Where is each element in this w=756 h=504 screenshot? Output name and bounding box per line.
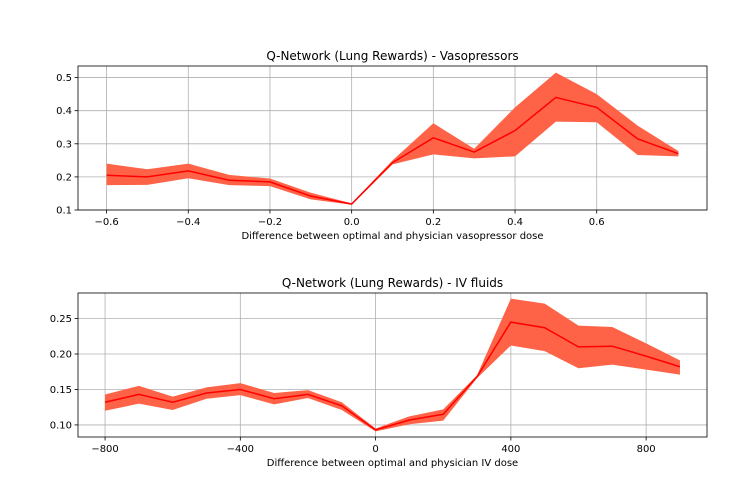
vasopressors-title: Q-Network (Lung Rewards) - Vasopressors bbox=[266, 49, 518, 63]
iv-fluids-ytick-label-0: 0.10 bbox=[50, 420, 72, 431]
vasopressors-ytick-label-4: 0.5 bbox=[56, 73, 72, 84]
iv-fluids-grid bbox=[78, 293, 707, 437]
vasopressors-ytick-label-1: 0.2 bbox=[56, 172, 72, 183]
vasopressors-xtick-label-5: 0.4 bbox=[507, 217, 523, 228]
vasopressors-ytick-label-2: 0.3 bbox=[56, 139, 72, 150]
vasopressors-ytick-label-3: 0.4 bbox=[56, 106, 72, 117]
iv-fluids-ticks: −800 −400 0 400 800 0.10 0.15 0.20 0.25 bbox=[50, 314, 656, 455]
iv-fluids-series-line bbox=[104, 321, 681, 431]
iv-fluids-xtick-label-2: 0 bbox=[372, 444, 378, 455]
vasopressors-ytick-label-0: 0.1 bbox=[56, 206, 72, 217]
iv-fluids-axes-frame bbox=[77, 292, 708, 438]
vasopressors-series-line bbox=[106, 96, 679, 205]
vasopressors-xtick-label-1: −0.4 bbox=[176, 217, 200, 228]
vasopressors-chart: −0.6 −0.4 −0.2 0.0 0.2 0.4 0.60.10.20.30.40.5 … bbox=[56, 49, 708, 242]
iv-fluids-xtick-label-0: −800 bbox=[91, 444, 118, 455]
iv-fluids-ytick-label-1: 0.15 bbox=[50, 385, 72, 396]
iv-fluids-xlabel: Difference between optimal and physician… bbox=[267, 458, 518, 469]
vasopressors-xlabel: Difference between optimal and physician… bbox=[241, 231, 543, 242]
iv-fluids-ytick-label-3: 0.25 bbox=[50, 314, 72, 325]
iv-fluids-xtick-label-1: −400 bbox=[227, 444, 254, 455]
vasopressors-xtick-label-3: 0.0 bbox=[344, 217, 360, 228]
vasopressors-confidence-band bbox=[106, 72, 679, 205]
iv-fluids-chart: −800 −400 0 400 800 0.10 0.15 0.20 0.25 Q-Networ… bbox=[50, 276, 708, 469]
iv-fluids-ytick-label-2: 0.20 bbox=[50, 350, 72, 361]
iv-fluids-confidence-band bbox=[105, 298, 680, 432]
vasopressors-xtick-label-6: 0.6 bbox=[589, 217, 605, 228]
vasopressors-xtick-label-0: −0.6 bbox=[94, 217, 118, 228]
vasopressors-xtick-label-2: −0.2 bbox=[258, 217, 282, 228]
vasopressors-grid bbox=[78, 66, 707, 211]
iv-fluids-title: Q-Network (Lung Rewards) - IV fluids bbox=[282, 276, 503, 290]
iv-fluids-xtick-label-4: 800 bbox=[637, 444, 656, 455]
vasopressors-xtick-label-4: 0.2 bbox=[425, 217, 441, 228]
iv-fluids-xtick-label-3: 400 bbox=[501, 444, 520, 455]
vasopressors-axes-frame bbox=[77, 65, 708, 211]
vasopressors-ticks: −0.6 −0.4 −0.2 0.0 0.2 0.4 0.6 0.1 0.2 0.3 0.4 0.5 bbox=[56, 73, 605, 228]
